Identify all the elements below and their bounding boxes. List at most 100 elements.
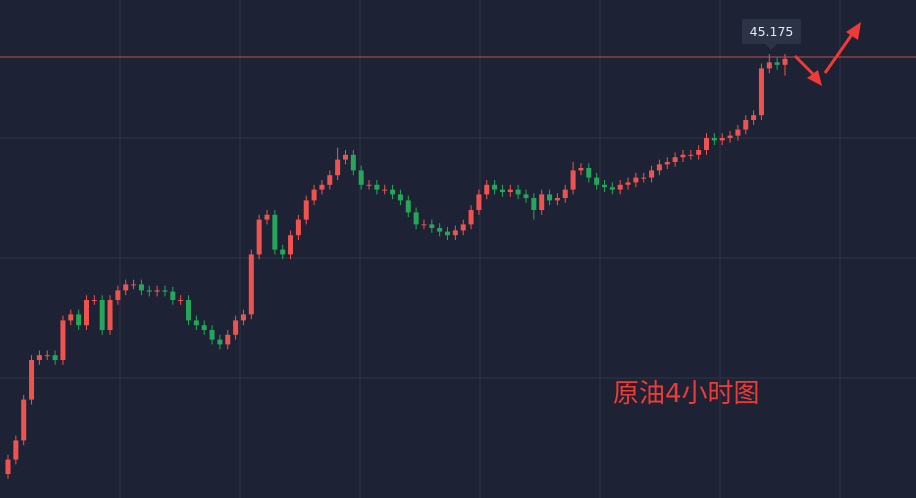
candle-body (617, 184, 623, 190)
candle-body (60, 320, 66, 360)
price-label: 45.175 (750, 24, 794, 39)
candle-body (547, 194, 553, 201)
candle-body (5, 459, 11, 474)
candle-body (539, 194, 545, 210)
candle-body (162, 290, 168, 292)
candle-body (601, 184, 607, 188)
candle-body (586, 168, 592, 178)
candle-body (327, 175, 333, 185)
arrows (793, 22, 861, 86)
price-marker: 45.175 (0, 19, 916, 58)
candle-body (468, 210, 474, 225)
annotation: 原油4小时图 (613, 379, 760, 409)
candle-body (680, 154, 686, 158)
candle-body (319, 184, 325, 190)
candle-body (578, 168, 584, 171)
candle-body (554, 198, 560, 201)
candle-body (107, 300, 113, 330)
candle-body (531, 198, 537, 210)
candle-body (452, 230, 458, 236)
candle-body (29, 360, 35, 400)
candle-body (672, 157, 678, 162)
candle-body (476, 194, 482, 210)
candle-body (688, 154, 694, 156)
candle-body (138, 284, 144, 291)
candle-body (664, 162, 670, 165)
candle-body (68, 314, 74, 321)
candle-body (99, 300, 105, 330)
price-label-pointer (765, 44, 777, 50)
candle-body (633, 177, 639, 183)
candle-body (264, 214, 270, 220)
candle-body (146, 290, 152, 292)
candle-body (499, 189, 505, 192)
candle-body (115, 290, 121, 300)
candle-body (774, 62, 780, 65)
candle-body (429, 224, 435, 228)
candle-body (335, 159, 341, 176)
candle-body (445, 231, 451, 236)
candle-body (696, 150, 702, 155)
candle-body (460, 224, 466, 231)
candle-body (36, 355, 42, 360)
candle-body (751, 115, 757, 120)
candle-body (758, 68, 764, 116)
candle-body (711, 138, 717, 141)
arrow-up-head (846, 22, 861, 40)
candle-body (366, 184, 372, 186)
candle-body (704, 138, 710, 150)
candle-body (649, 170, 655, 178)
candle-body (523, 194, 529, 198)
candle-body (397, 194, 403, 201)
candle-body (350, 154, 356, 171)
candle-body (272, 214, 278, 250)
candle-body (52, 355, 58, 360)
candle-body (13, 440, 19, 460)
candle-body (374, 184, 380, 190)
candle-body (225, 334, 231, 345)
arrow-down-line (793, 54, 817, 78)
candle-body (248, 254, 254, 315)
candle-body (131, 284, 137, 286)
candle-body (76, 314, 82, 326)
candle-body (21, 399, 27, 441)
candle-body (178, 300, 184, 301)
candle-body (83, 300, 89, 326)
candles (5, 54, 788, 479)
candle-body (311, 189, 317, 201)
candle-body (256, 219, 262, 255)
candle-body (193, 320, 199, 326)
candle-body (641, 177, 647, 179)
candle-body (303, 200, 309, 220)
candle-body (492, 184, 498, 190)
candle-body (201, 325, 207, 330)
candle-body (766, 62, 772, 69)
price-label-box (742, 19, 801, 44)
candle-body (217, 339, 223, 345)
candle-body (594, 177, 600, 185)
candle-body (562, 189, 568, 198)
candle-body (437, 228, 443, 232)
candle-body (609, 187, 615, 190)
candle-body (484, 184, 490, 195)
candle-body (382, 189, 388, 191)
candle-body (123, 284, 129, 291)
vertical-grid (119, 0, 841, 498)
candle-body (719, 138, 725, 141)
horizontal-grid (0, 137, 916, 379)
candle-body (656, 164, 662, 171)
candle-body (515, 189, 521, 195)
candle-body (405, 200, 411, 213)
candle-body (507, 189, 513, 192)
candle-body (570, 170, 576, 190)
candle-body (421, 224, 427, 226)
candle-body (743, 120, 749, 130)
candle-body (280, 249, 286, 255)
candle-body (91, 300, 97, 301)
candle-body (735, 129, 741, 136)
candle-body (390, 189, 396, 195)
candle-body (240, 314, 246, 321)
candle-body (44, 355, 50, 357)
